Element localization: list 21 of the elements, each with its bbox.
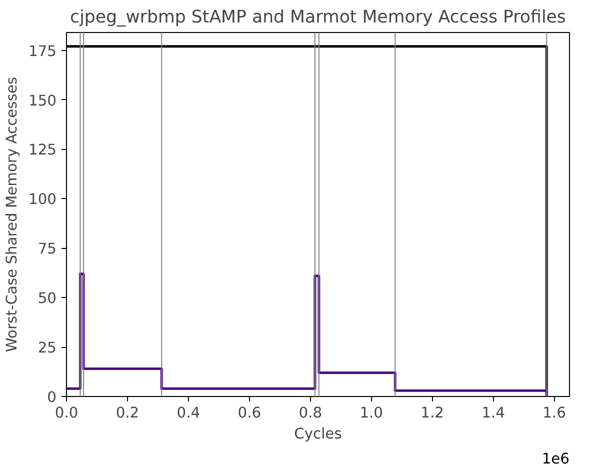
y-tick-label: 125 [28, 142, 57, 159]
x-tick-label: 0.0 [54, 404, 78, 422]
y-tick-label: 150 [28, 92, 57, 110]
y-tick-label: 50 [38, 290, 57, 308]
x-tick-label: 1.2 [420, 404, 444, 422]
chart-title: cjpeg_wrbmp StAMP and Marmot Memory Access Profiles [70, 8, 566, 28]
x-tick-label: 1.4 [482, 404, 505, 422]
y-tick-label: 175 [28, 42, 57, 60]
y-tick-label: 25 [38, 340, 57, 357]
x-tick-label: 0.8 [298, 404, 322, 422]
x-tick-label: 0.4 [176, 404, 200, 422]
x-tick-label: 0.6 [238, 404, 262, 422]
x-tick-label: 1.6 [542, 404, 566, 422]
x-tick-label: 1.0 [360, 404, 384, 422]
text: 1e6 [542, 450, 570, 468]
x-axis-title: Cycles [294, 426, 342, 442]
y-tick-label: 0 [47, 389, 57, 406]
y-tick-label: 100 [28, 191, 57, 208]
y-axis-title: Worst-Case Shared Memory Accesses [4, 76, 21, 352]
y-tick-label: 75 [38, 240, 57, 258]
x-tick-label: 0.2 [116, 404, 140, 422]
